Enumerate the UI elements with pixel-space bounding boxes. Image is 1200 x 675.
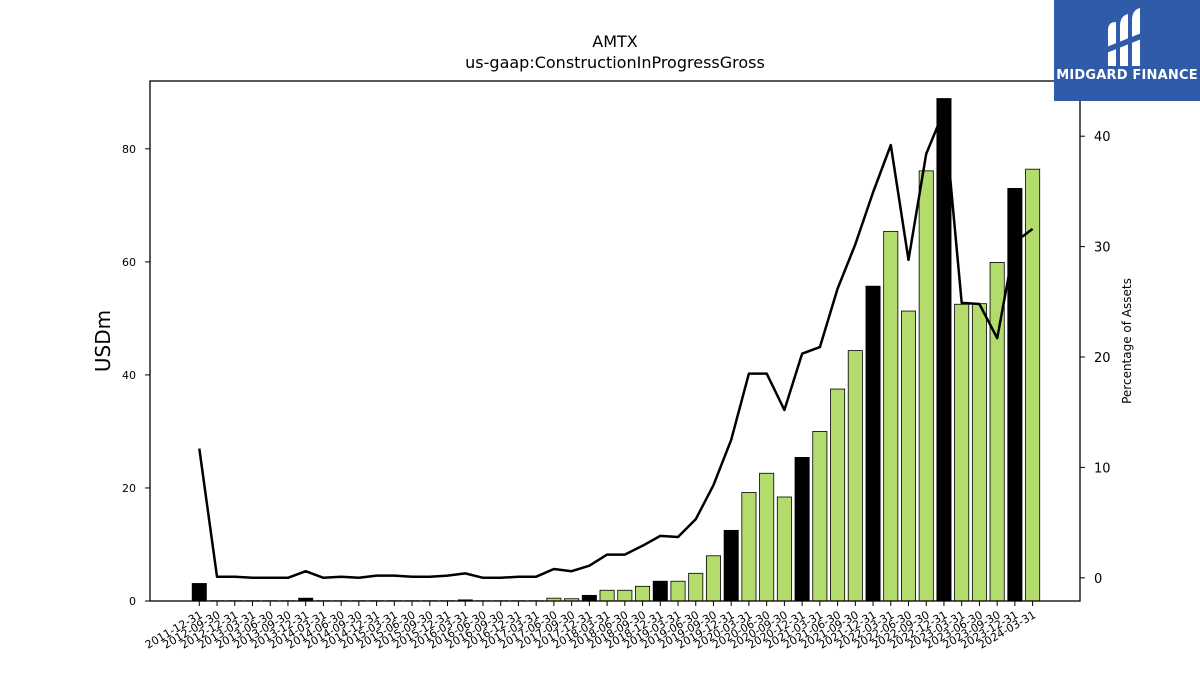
bar (191, 583, 207, 602)
bar (599, 589, 615, 602)
bar (954, 303, 970, 602)
y2-tick-label: 0 (1094, 572, 1102, 587)
bar (705, 555, 721, 602)
y-tick-label: 60 (122, 256, 136, 269)
bar (1007, 187, 1023, 602)
y-tick-label: 80 (122, 143, 136, 156)
bar (581, 594, 597, 602)
bar (971, 303, 987, 602)
bar (723, 529, 739, 602)
bar (688, 572, 704, 602)
bar (794, 457, 810, 602)
y2-tick-label: 40 (1094, 130, 1111, 145)
bar (847, 350, 863, 602)
y2-tick-label: 20 (1094, 351, 1111, 366)
bar (635, 585, 651, 602)
bar (617, 589, 633, 602)
percentage-line (198, 109, 1034, 580)
bar (759, 472, 775, 602)
y2-axis-label: Percentage of Assets (1120, 278, 1134, 404)
bar (918, 170, 934, 602)
y-tick-label: 40 (122, 369, 136, 382)
midgard-logo: MIDGARD FINANCE (1054, 0, 1200, 101)
bar (830, 388, 846, 602)
bar (670, 580, 686, 602)
chart-title: AMTX (592, 32, 638, 51)
bar (901, 310, 917, 602)
chart-subtitle: us-gaap:ConstructionInProgressGross (465, 53, 765, 72)
bar (652, 580, 668, 602)
logo-text: MIDGARD FINANCE (1056, 68, 1198, 83)
y-axis-label: USDm (91, 310, 115, 372)
bar (776, 496, 792, 602)
y-tick-label: 0 (129, 595, 136, 608)
bar (883, 230, 899, 602)
bar (741, 492, 757, 602)
y2-tick-label: 10 (1094, 461, 1111, 476)
midgard-logo-icon (1104, 8, 1144, 66)
bar (812, 431, 828, 602)
bar (865, 285, 881, 602)
y-tick-label: 20 (122, 482, 136, 495)
y2-tick-label: 30 (1094, 241, 1111, 256)
plot-frame (149, 80, 1081, 602)
